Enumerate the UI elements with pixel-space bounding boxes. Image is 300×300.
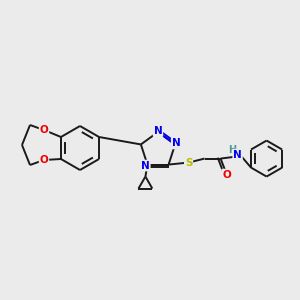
Text: S: S bbox=[185, 158, 192, 168]
Text: H: H bbox=[229, 145, 237, 154]
Text: N: N bbox=[141, 160, 150, 171]
Text: O: O bbox=[40, 125, 48, 135]
Text: O: O bbox=[40, 155, 48, 165]
Text: N: N bbox=[172, 138, 181, 148]
Text: O: O bbox=[222, 169, 231, 180]
Text: N: N bbox=[154, 126, 162, 136]
Text: N: N bbox=[233, 150, 242, 160]
